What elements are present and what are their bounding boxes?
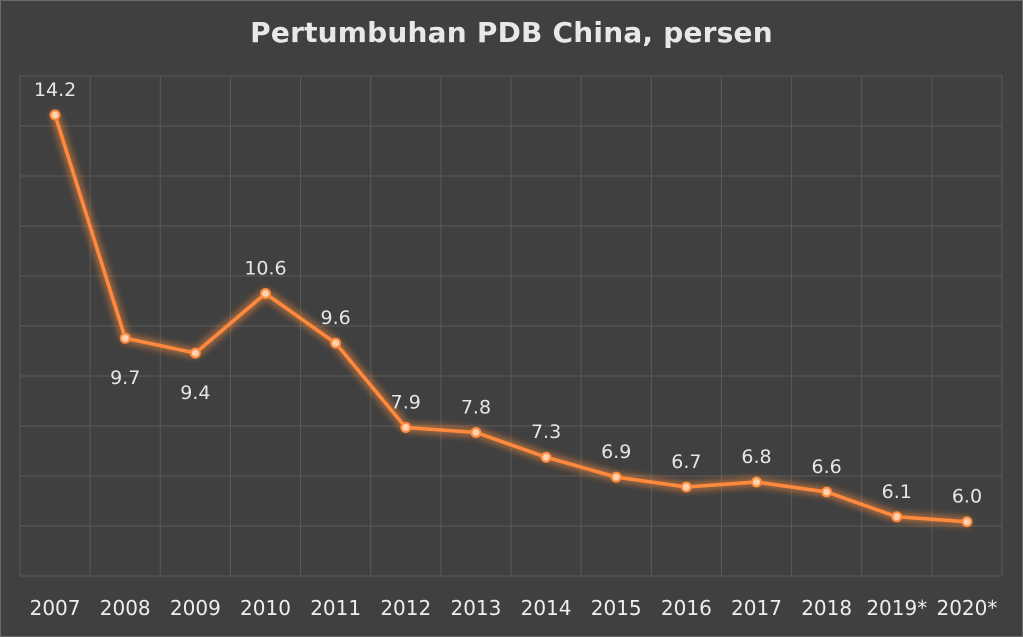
x-tick-label: 2020* [936, 596, 997, 620]
chart-title: Pertumbuhan PDB China, persen [250, 16, 773, 49]
data-label: 6.7 [671, 451, 701, 473]
x-tick-label: 2015 [591, 596, 642, 620]
data-label: 10.6 [244, 258, 286, 280]
data-label: 6.6 [812, 456, 842, 478]
data-point [400, 421, 412, 433]
data-point [961, 516, 973, 528]
data-label: 14.2 [34, 79, 76, 101]
x-tick-label: 2016 [661, 596, 712, 620]
data-point [751, 476, 762, 488]
data-point [540, 451, 552, 463]
x-tick-label: 2007 [30, 596, 81, 620]
x-tick-label: 2017 [731, 596, 782, 620]
data-label: 7.9 [391, 391, 421, 413]
data-point [260, 288, 271, 300]
data-label: 6.1 [882, 481, 912, 503]
x-tick-label: 2011 [310, 596, 361, 620]
series-line-path [53, 113, 969, 524]
data-point [49, 109, 61, 121]
data-markers [49, 109, 973, 528]
data-point [821, 486, 833, 498]
x-tick-label: 2018 [801, 596, 852, 620]
data-label: 6.8 [741, 446, 771, 468]
x-axis-ticks: 2007 2008 2009 2010 2011 2012 2013 2014 2015 2016… [30, 596, 998, 620]
data-label: 9.6 [321, 307, 351, 329]
data-point [610, 471, 622, 483]
x-tick-label: 2013 [450, 596, 501, 620]
x-tick-label: 2008 [100, 596, 151, 620]
data-label: 9.4 [180, 382, 210, 404]
data-point [330, 337, 342, 349]
x-tick-label: 2012 [380, 596, 431, 620]
x-tick-label: 2009 [170, 596, 221, 620]
data-point [680, 481, 692, 493]
data-label: 9.7 [110, 367, 140, 389]
data-label: 6.0 [952, 486, 982, 508]
data-point [189, 347, 201, 359]
data-labels: 14.2 9.7 9.4 10.6 9.6 7.9 7.8 7.3 6.9 6.7 6.8 6.6 6.… [34, 79, 982, 508]
x-tick-label: 2019* [866, 596, 927, 620]
series-line [50, 110, 972, 527]
data-point [119, 332, 131, 344]
data-label: 7.3 [531, 421, 561, 443]
data-label: 7.8 [461, 396, 491, 418]
data-point [891, 511, 903, 523]
gridlines [19, 75, 1003, 577]
x-tick-label: 2014 [521, 596, 572, 620]
data-label: 6.9 [601, 441, 631, 463]
data-point [470, 426, 482, 438]
x-tick-label: 2010 [240, 596, 291, 620]
